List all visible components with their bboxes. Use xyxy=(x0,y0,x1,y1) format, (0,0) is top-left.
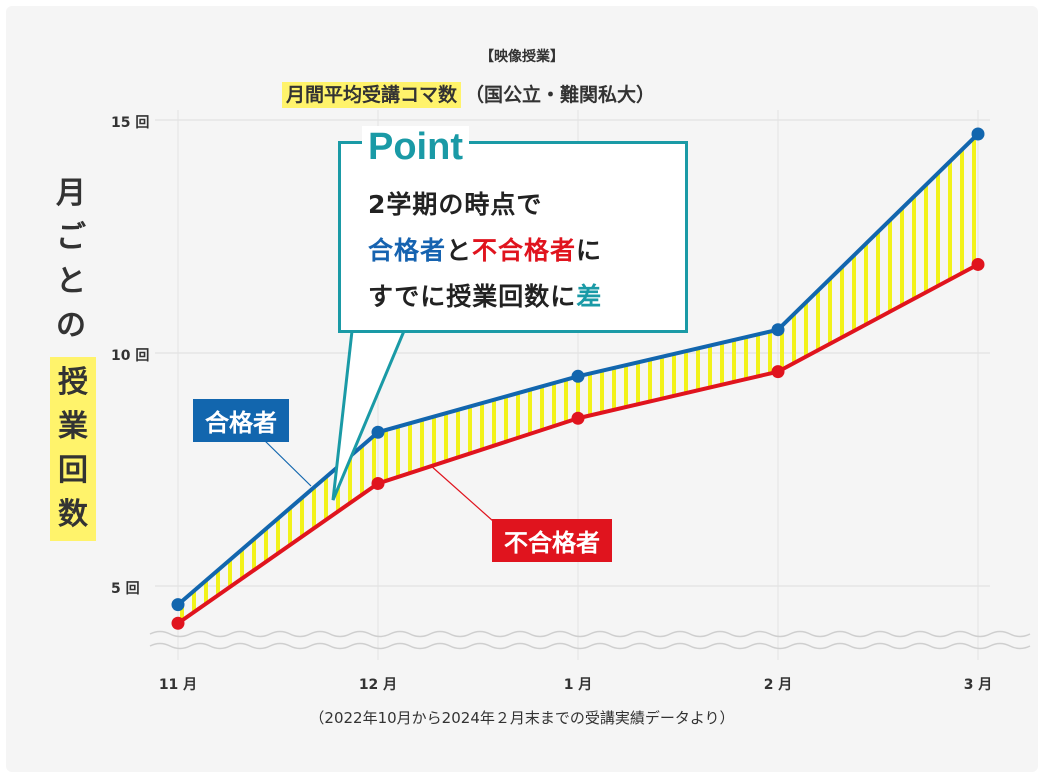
data-point-fail xyxy=(571,411,585,425)
chart-supertitle: 【映像授業】 xyxy=(480,49,564,65)
axis-break xyxy=(149,630,1031,650)
series-markers xyxy=(171,127,985,630)
point-callout-box xyxy=(338,141,688,333)
y-axis-label-char: 業 xyxy=(58,409,88,444)
y-axis-label-char: 回 xyxy=(58,453,88,488)
callout-pass-word: 合格者 xyxy=(368,236,447,265)
data-point-pass xyxy=(171,598,185,612)
legend-fail-label: 不合格者 xyxy=(492,519,612,562)
chart-title-paren: （国公立・難関私大） xyxy=(465,84,656,106)
data-point-fail xyxy=(171,616,185,630)
data-point-pass xyxy=(771,323,785,337)
y-axis-label-char: 月 xyxy=(56,176,86,211)
x-tick-dec: 12 月 xyxy=(358,677,398,693)
axis-break-wave xyxy=(149,630,1031,638)
data-point-pass xyxy=(571,369,585,383)
legend-pass-label: 合格者 xyxy=(193,399,289,442)
point-callout-text: 2学期の時点で 合格者と不合格者に すでに授業回数に差 xyxy=(368,182,602,320)
x-tick-jan: 1 月 xyxy=(563,677,593,693)
chart-title-highlight: 月間平均受講コマ数 xyxy=(282,82,462,108)
leader-line-pass xyxy=(261,437,312,487)
callout-line-3: すでに授業回数に差 xyxy=(368,274,602,320)
x-tick-feb: 2 月 xyxy=(763,677,793,693)
y-axis-label-char: と xyxy=(56,264,86,299)
y-tick-5: 5 回 xyxy=(111,581,140,597)
x-tick-nov: 11 月 xyxy=(158,677,198,693)
y-axis-label-char: の xyxy=(56,308,86,343)
chart-title: 月間平均受講コマ数 （国公立・難関私大） xyxy=(282,80,656,108)
callout-line-2: 合格者と不合格者に xyxy=(368,228,602,274)
callout-particle: に xyxy=(576,236,603,265)
y-axis-label-char: 授 xyxy=(58,365,88,400)
y-axis-label-char: 数 xyxy=(58,497,88,532)
callout-line-3-text: すでに授業回数に xyxy=(368,282,577,311)
callout-conj: と xyxy=(446,236,473,265)
legend-leader-lines xyxy=(261,437,494,522)
x-tick-mar: 3 月 xyxy=(963,677,993,693)
axis-break-wave xyxy=(149,642,1031,650)
data-point-pass xyxy=(971,127,985,141)
y-tick-10: 10 回 xyxy=(111,348,150,364)
callout-line-1: 2学期の時点で xyxy=(368,190,543,219)
data-point-fail xyxy=(971,257,985,271)
callout-pointer xyxy=(331,330,406,501)
leader-line-fail xyxy=(429,464,494,522)
y-axis-label: 月 ご と の xyxy=(48,172,94,348)
point-callout-title: Point xyxy=(362,126,469,169)
y-axis-label-highlight: 授 業 回 数 xyxy=(50,357,96,541)
footnote: （2022年10月から2024年２月末までの受講実績データより） xyxy=(309,709,735,727)
y-tick-15: 15 回 xyxy=(111,115,150,131)
y-axis-label-char: ご xyxy=(56,220,86,255)
data-point-pass xyxy=(371,425,385,439)
data-point-fail xyxy=(371,476,385,490)
callout-diff-word: 差 xyxy=(576,282,603,311)
data-point-fail xyxy=(771,365,785,379)
callout-fail-word: 不合格者 xyxy=(472,236,577,265)
